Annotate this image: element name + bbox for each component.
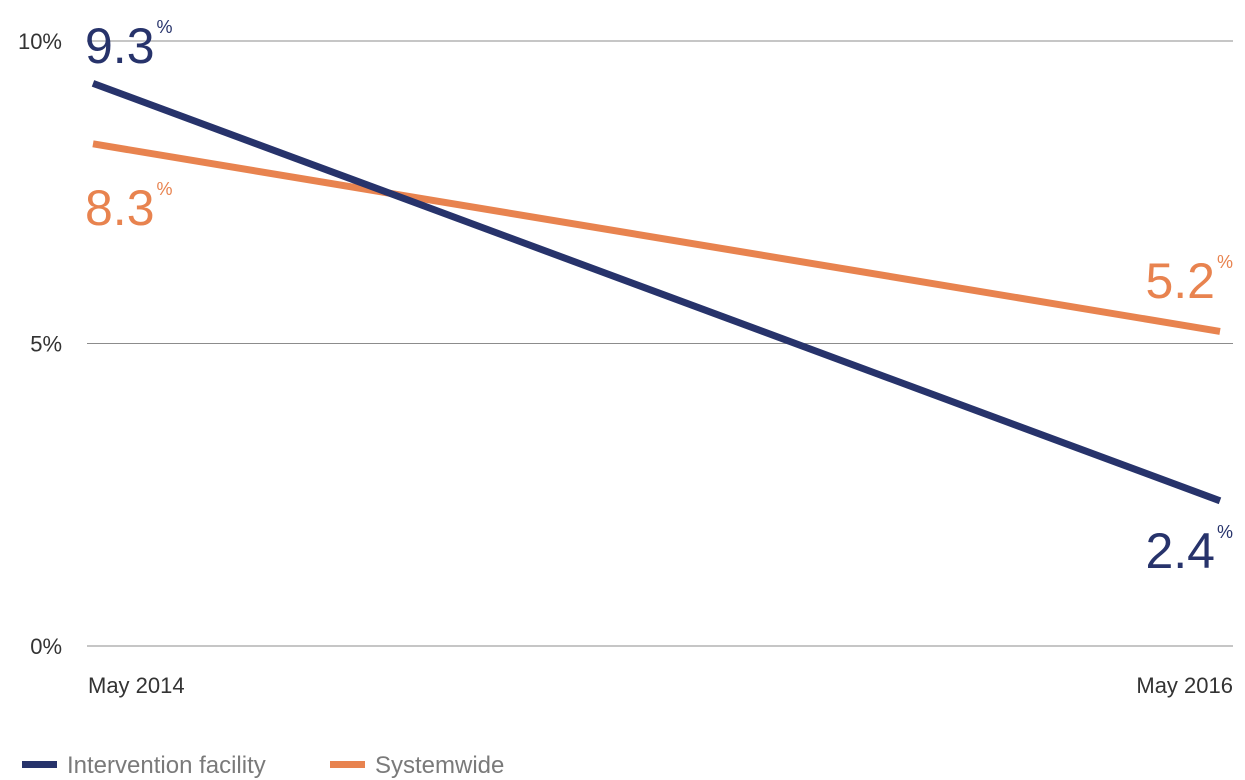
legend-item-0: Intervention facility (22, 752, 266, 779)
legend-label: Intervention facility (67, 752, 266, 779)
legend-swatch (330, 761, 365, 768)
y-tick-label: 0% (30, 634, 62, 659)
data-label-unit: % (157, 179, 173, 199)
data-label: 2.4 (1145, 523, 1215, 579)
data-label: 9.3 (85, 18, 155, 74)
x-axis-ticks: May 2014 May 2016 (88, 673, 1233, 698)
y-tick-label: 5% (30, 332, 62, 357)
y-axis-ticks: 0% 5% 10% (18, 29, 62, 659)
series-line-1 (92, 140, 1221, 335)
grid-lines (87, 40, 1233, 647)
data-label-unit: % (157, 17, 173, 37)
data-labels: 9.3 %2.4 %8.3 %5.2% (85, 17, 1233, 579)
data-label-unit: % (1217, 252, 1233, 272)
y-tick-label: 10% (18, 29, 62, 54)
legend-label: Systemwide (375, 752, 504, 779)
x-tick-label: May 2016 (1136, 673, 1233, 698)
data-label: 5.2 (1145, 253, 1215, 309)
legend-swatch (22, 761, 57, 768)
legend-item-1: Systemwide (330, 752, 504, 779)
data-label-unit: % (1217, 522, 1233, 542)
series-lines (91, 80, 1222, 505)
legend: Intervention facility Systemwide (22, 752, 504, 779)
series-line-0 (91, 80, 1222, 505)
data-label: 8.3 (85, 180, 155, 236)
x-tick-label: May 2014 (88, 673, 185, 698)
